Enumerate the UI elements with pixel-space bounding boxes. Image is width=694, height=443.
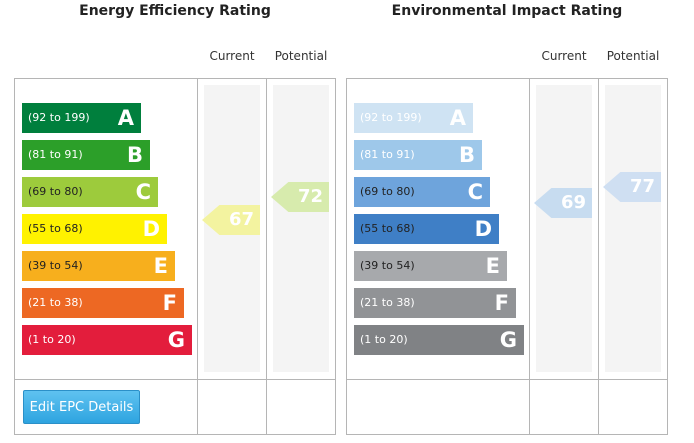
ei-potential-header: Potential: [606, 49, 660, 63]
band-range-label: (39 to 54): [360, 259, 415, 272]
band-range-label: (92 to 199): [360, 111, 422, 124]
ei-band-b: (81 to 91) B: [354, 140, 482, 170]
band-letter: F: [162, 291, 177, 315]
ee-current-header: Current: [209, 49, 255, 63]
ee-band-c: (69 to 80) C: [22, 177, 158, 207]
ei-band-e: (39 to 54) E: [354, 251, 507, 281]
ee-band-e: (39 to 54) E: [22, 251, 175, 281]
band-letter: B: [126, 143, 143, 167]
energy-efficiency-panel: Energy Efficiency Rating Current Potenti…: [14, 0, 336, 443]
ei-band-f: (21 to 38) F: [354, 288, 516, 318]
environmental-impact-title: Environmental Impact Rating: [391, 3, 623, 19]
ei-current-column: [536, 85, 592, 372]
band-range-label: (69 to 80): [360, 185, 415, 198]
band-range-label: (39 to 54): [28, 259, 83, 272]
band-range-label: (55 to 68): [28, 222, 83, 235]
band-range-label: (81 to 91): [28, 148, 83, 161]
ee-rating-frame: (92 to 199) A (81 to 91) B (69 to 80) C (55 to…: [14, 78, 336, 435]
band-range-label: (69 to 80): [28, 185, 83, 198]
ee-potential-column: [273, 85, 329, 372]
ee-band-b: (81 to 91) B: [22, 140, 150, 170]
footer-divider: [15, 379, 335, 380]
band-letter: B: [458, 143, 475, 167]
ee-potential-rating-value: 72: [297, 186, 323, 207]
ei-potential-rating-value: 77: [629, 176, 655, 197]
environmental-impact-panel: Environmental Impact Rating Current Pote…: [346, 0, 668, 443]
ei-band-g: (1 to 20) G: [354, 325, 524, 355]
edit-epc-details-button[interactable]: Edit EPC Details: [23, 390, 140, 424]
band-letter: A: [117, 106, 134, 130]
ee-potential-header: Potential: [274, 49, 328, 63]
band-letter: D: [474, 217, 492, 241]
ee-current-rating-value: 67: [228, 209, 254, 230]
band-letter: D: [142, 217, 160, 241]
band-range-label: (21 to 38): [28, 296, 83, 309]
footer-divider: [347, 379, 667, 380]
ee-band-d: (55 to 68) D: [22, 214, 167, 244]
band-range-label: (92 to 199): [28, 111, 90, 124]
band-range-label: (1 to 20): [360, 333, 408, 346]
column-divider: [266, 79, 267, 434]
band-letter: F: [494, 291, 509, 315]
band-letter: G: [499, 328, 517, 352]
energy-efficiency-title: Energy Efficiency Rating: [79, 3, 271, 19]
ei-band-c: (69 to 80) C: [354, 177, 490, 207]
column-divider: [197, 79, 198, 434]
column-divider: [598, 79, 599, 434]
band-range-label: (21 to 38): [360, 296, 415, 309]
band-letter: C: [135, 180, 151, 204]
ei-band-d: (55 to 68) D: [354, 214, 499, 244]
band-letter: G: [167, 328, 185, 352]
band-range-label: (55 to 68): [360, 222, 415, 235]
ei-rating-frame: (92 to 199) A (81 to 91) B (69 to 80) C (55 to…: [346, 78, 668, 435]
band-letter: A: [449, 106, 466, 130]
ee-band-f: (21 to 38) F: [22, 288, 184, 318]
ei-current-header: Current: [541, 49, 587, 63]
ee-band-g: (1 to 20) G: [22, 325, 192, 355]
ei-band-a: (92 to 199) A: [354, 103, 473, 133]
band-range-label: (81 to 91): [360, 148, 415, 161]
ei-potential-column: [605, 85, 661, 372]
ei-current-rating-value: 69: [560, 192, 586, 213]
band-range-label: (1 to 20): [28, 333, 76, 346]
band-letter: E: [485, 254, 500, 278]
band-letter: E: [153, 254, 168, 278]
ee-band-a: (92 to 199) A: [22, 103, 141, 133]
column-divider: [529, 79, 530, 434]
band-letter: C: [467, 180, 483, 204]
